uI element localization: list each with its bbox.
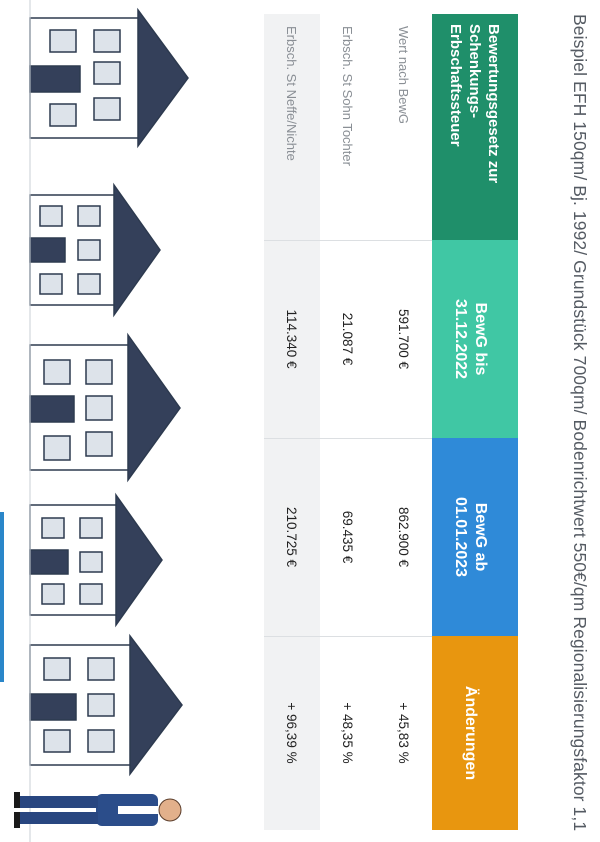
table-row: Erbsch. St Neffe/Nichte 114.340 € 210.72… — [264, 14, 320, 830]
header-main-line1: Bewertungsgesetz zur — [485, 24, 503, 184]
house-icon — [29, 492, 163, 628]
value-2023: 210.725 € — [284, 506, 300, 568]
value-change: + 48,35 % — [340, 702, 356, 764]
value-2023: 69.435 € — [340, 510, 356, 564]
header-changes: Änderungen — [422, 636, 518, 830]
table-row: Erbsch. St Sohn Tochter 21.087 € 69.435 … — [320, 14, 376, 830]
header-main-line2: Schenkungs- Erbschaftssteuer — [447, 24, 484, 147]
value-change: + 45,83 % — [396, 702, 412, 764]
row-label: Erbsch. St Neffe/Nichte — [284, 26, 300, 161]
house-icon — [29, 182, 161, 318]
house-icon — [29, 332, 181, 483]
header-2023-line1: BewG ab — [472, 502, 489, 572]
table-row: Wert nach BewG 591.700 € 862.900 € + 45,… — [376, 14, 432, 830]
businessman-figure — [14, 792, 182, 828]
value-2022: 21.087 € — [340, 312, 356, 366]
accent-line — [0, 512, 4, 682]
header-2022-line1: BewG bis — [472, 302, 489, 376]
value-2022: 114.340 € — [284, 309, 300, 369]
houses-illustration — [14, 0, 189, 842]
header-changes-label: Änderungen — [462, 685, 479, 781]
example-caption: Beispiel EFH 150qm/ Bj. 1992/ Grundstück… — [570, 14, 590, 832]
header-2022-line2: 31.12.2022 — [452, 298, 469, 380]
column-divider — [264, 438, 432, 439]
row-label: Erbsch. St Sohn Tochter — [340, 26, 356, 166]
value-2023: 862.900 € — [396, 506, 412, 568]
header-bewg-2022: BewG bis 31.12.2022 — [422, 240, 518, 438]
header-main: Bewertungsgesetz zur Schenkungs- Erbscha… — [432, 14, 518, 240]
value-change: + 96,39 % — [284, 702, 300, 764]
header-2023-line2: 01.01.2023 — [452, 496, 469, 578]
valuation-table: Wert nach BewG 591.700 € 862.900 € + 45,… — [264, 14, 432, 830]
header-bewg-2023: BewG ab 01.01.2023 — [422, 438, 518, 636]
house-icon — [29, 7, 189, 149]
column-divider — [264, 636, 432, 637]
value-2022: 591.700 € — [396, 308, 412, 370]
house-icon — [29, 633, 183, 777]
row-label: Wert nach BewG — [396, 26, 412, 125]
column-divider — [264, 240, 432, 241]
